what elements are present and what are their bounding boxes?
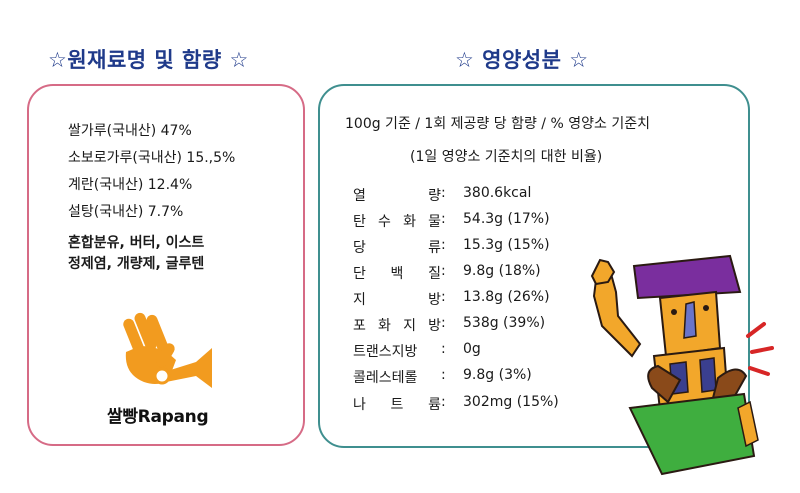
nutrition-panel xyxy=(318,84,750,448)
ingredient-line: 정제염, 개량제, 글루텐 xyxy=(68,256,205,272)
nutrient-value: 15.3g (15%) xyxy=(463,237,550,253)
nutrient-value: 538g (39%) xyxy=(463,315,546,331)
nutrient-value: 13.8g (26%) xyxy=(463,289,550,305)
ingredient-line: 설탕(국내산) 7.7% xyxy=(68,204,184,220)
ingredient-line: 소보로가루(국내산) 15.,5% xyxy=(68,150,236,166)
nutrient-separator: : xyxy=(441,341,446,357)
nutrient-label: 콜레스테롤 xyxy=(353,370,418,386)
nutrient-separator: : xyxy=(441,211,446,227)
nutrient-label: 트랜스지방 xyxy=(353,344,418,360)
brand-name: 쌀빵Rapang xyxy=(107,407,209,427)
ingredient-line: 쌀가루(국내산) 47% xyxy=(68,123,192,139)
nutrient-separator: : xyxy=(441,315,446,331)
nutrient-value: 302mg (15%) xyxy=(463,394,559,410)
nutrition-basis: 100g 기준 / 1회 제공량 당 함량 / % 영양소 기준치 xyxy=(345,116,650,132)
nutrition-basis-note: (1일 영양소 기준치의 대한 비율) xyxy=(410,149,603,165)
nutrient-value: 0g xyxy=(463,341,481,357)
nutrient-separator: : xyxy=(441,367,446,383)
nutrient-separator: : xyxy=(441,263,446,279)
baker-mascot-icon xyxy=(590,254,774,476)
nutrient-value: 380.6kcal xyxy=(463,185,532,201)
nutrient-separator: : xyxy=(441,237,446,253)
ingredient-line: 계란(국내산) 12.4% xyxy=(68,177,193,193)
ingredients-panel xyxy=(27,84,305,446)
nutrient-value: 54.3g (17%) xyxy=(463,211,550,227)
hand-trumpet-logo-icon xyxy=(123,312,212,388)
nutrient-separator: : xyxy=(441,394,446,410)
nutrient-value: 9.8g (18%) xyxy=(463,263,541,279)
ingredient-line: 혼합분유, 버터, 이스트 xyxy=(68,235,205,251)
nutrient-separator: : xyxy=(441,289,446,305)
ingredients-heading: ☆원재료명 및 함량 ☆ xyxy=(48,48,249,72)
nutrient-separator: : xyxy=(441,185,446,201)
nutrition-heading: ☆ 영양성분 ☆ xyxy=(455,48,589,72)
nutrient-value: 9.8g (3%) xyxy=(463,367,532,383)
